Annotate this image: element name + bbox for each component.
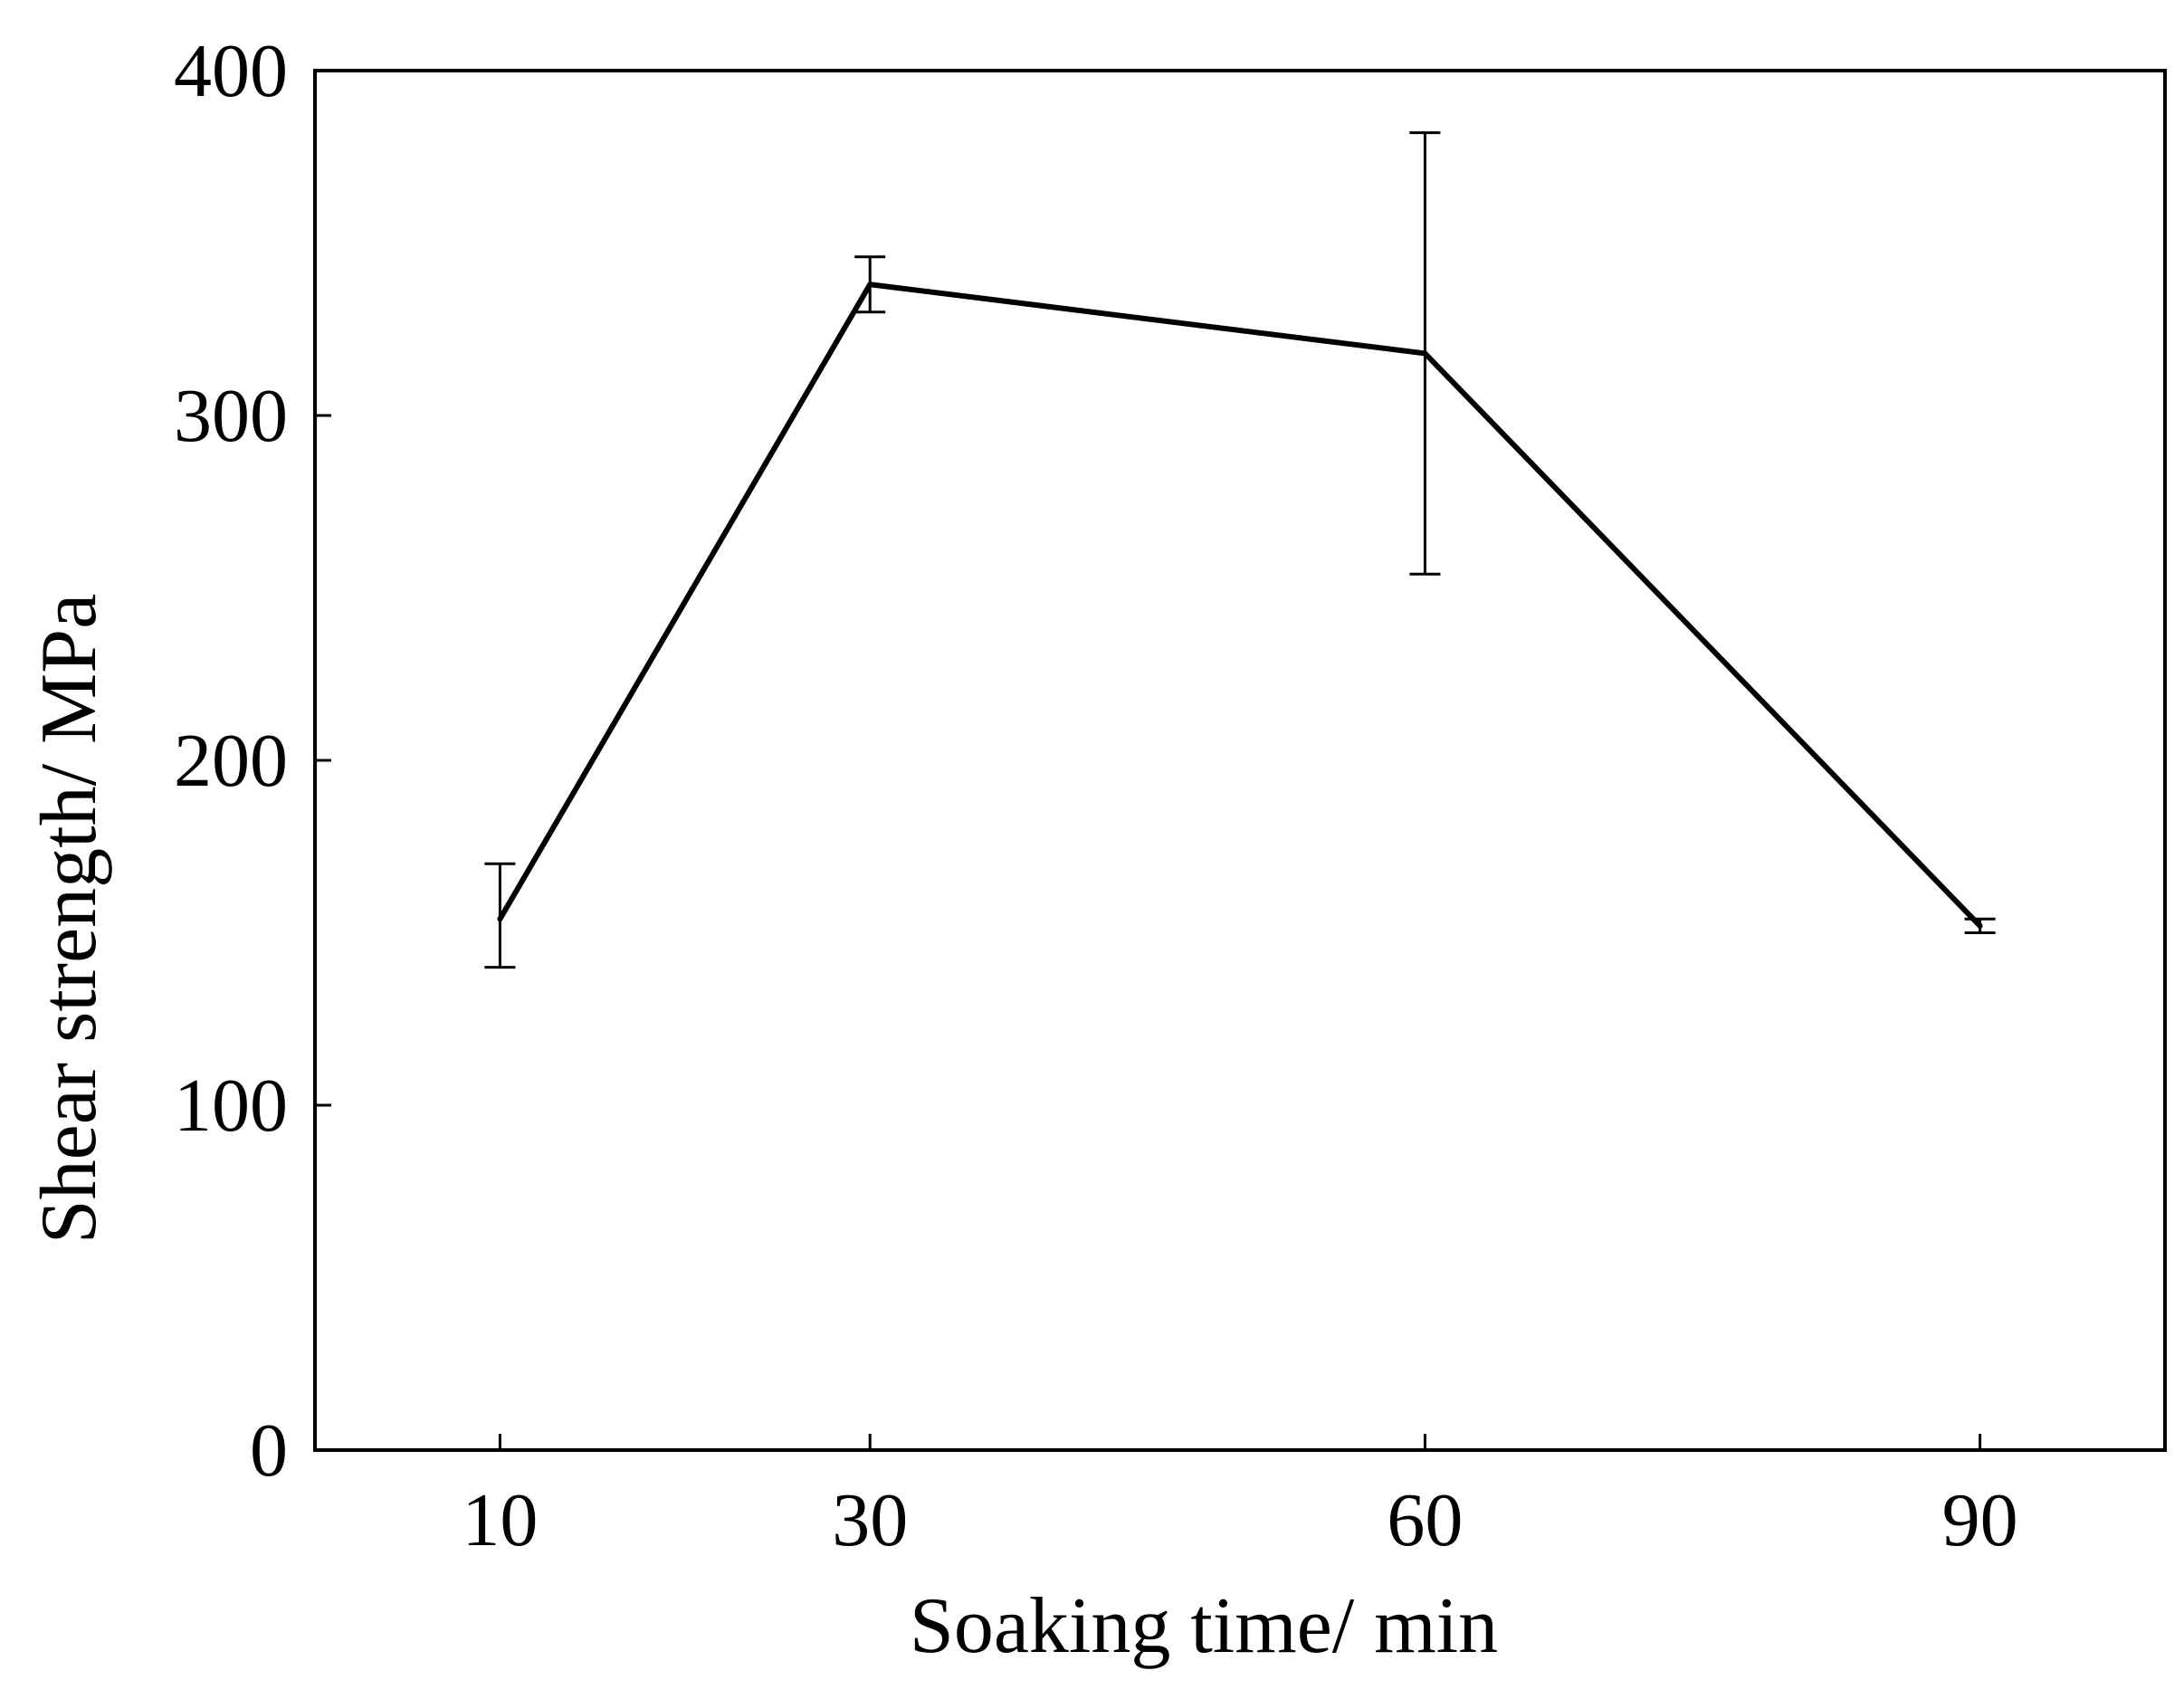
y-tick-label: 300	[174, 374, 288, 458]
data-point	[1977, 922, 1983, 929]
y-tick-label: 0	[250, 1408, 288, 1493]
series-line	[497, 282, 1982, 928]
x-axis-ticks: 10 30 60 90	[462, 1434, 2018, 1562]
x-tick-label: 90	[1942, 1478, 2018, 1562]
x-axis-title: Soaking time/ min	[910, 1582, 1498, 1670]
data-point	[1422, 350, 1428, 357]
series-layer	[497, 282, 1983, 929]
x-tick-label: 60	[1387, 1478, 1463, 1562]
y-tick-label: 400	[174, 29, 288, 113]
y-axis-ticks: 0 100 200 300 400	[174, 29, 331, 1493]
y-tick-label: 100	[174, 1064, 288, 1148]
x-tick-label: 30	[832, 1478, 908, 1562]
x-tick-label: 10	[462, 1478, 538, 1562]
y-tick-label: 200	[174, 719, 288, 803]
plot-frame	[313, 69, 2167, 1452]
data-point	[867, 282, 873, 288]
y-axis-title: Shear strength/ MPa	[25, 594, 113, 1245]
data-point	[497, 916, 503, 922]
